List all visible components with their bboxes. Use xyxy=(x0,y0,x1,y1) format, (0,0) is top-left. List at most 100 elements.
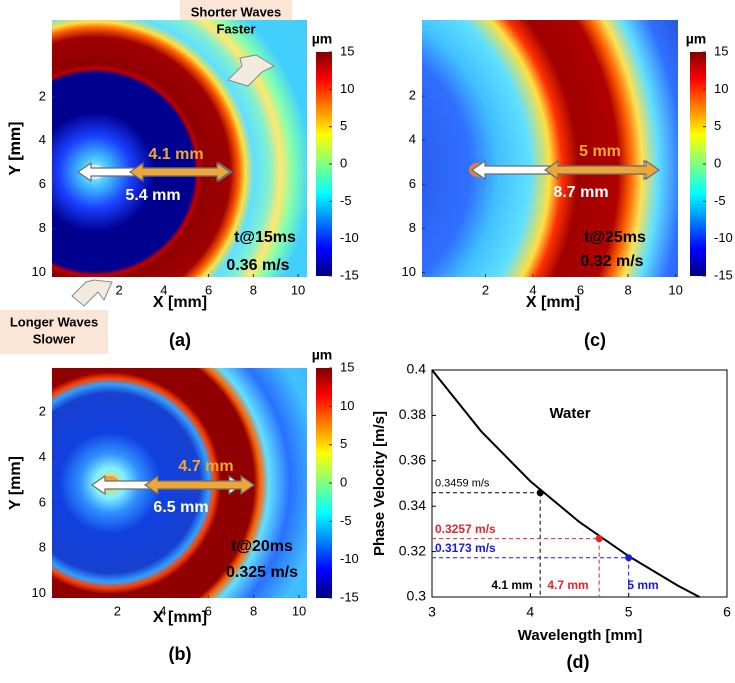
x-tick-label: 6 xyxy=(723,604,731,620)
colorbar-label: µm xyxy=(312,31,333,47)
y-tick-label: 8 xyxy=(39,220,46,235)
x-tick-label: 4 xyxy=(529,282,536,297)
point-x-label: 4.1 mm xyxy=(491,578,532,592)
y-tick-label: 2 xyxy=(39,404,46,419)
annotation: 6.5 mm xyxy=(153,499,208,516)
y-tick-label: 4 xyxy=(39,132,46,147)
colorbar-tick-label: 0 xyxy=(340,474,347,489)
y-tick-label: 6 xyxy=(409,176,416,191)
y-tick-label: 10 xyxy=(32,264,46,279)
x-tick-label: 8 xyxy=(250,603,257,618)
y-tick-label: 8 xyxy=(409,220,416,235)
panel-label: (a) xyxy=(169,330,191,350)
panel-label: (c) xyxy=(584,330,606,350)
x-tick-label: 3 xyxy=(428,604,436,620)
x-tick-label: 8 xyxy=(250,282,257,297)
y-tick-label: 0.36 xyxy=(399,452,426,468)
x-tick-label: 8 xyxy=(624,282,631,297)
annotation: 5 mm xyxy=(579,143,621,160)
y-tick-label: 2 xyxy=(409,88,416,103)
x-tick-label: 4 xyxy=(159,603,166,618)
annotation: 4.7 mm xyxy=(178,458,233,475)
y-tick-label: 0.34 xyxy=(399,497,426,513)
y-axis-label: Y [mm] xyxy=(7,122,24,176)
annotation: t@20ms xyxy=(231,538,293,555)
colorbar-tick-label: 5 xyxy=(714,118,721,133)
point-x-label: 4.7 mm xyxy=(547,578,588,592)
colorbar-tick-label: -5 xyxy=(340,193,352,208)
y-tick-label: 4 xyxy=(39,449,46,464)
y-tick-label: 0.38 xyxy=(399,406,426,422)
callout-text: Shorter Waves xyxy=(191,4,282,19)
colorbar-tick-label: 5 xyxy=(340,436,347,451)
colorbar xyxy=(316,52,332,276)
y-tick-label: 0.4 xyxy=(407,361,427,377)
annotation: 8.7 mm xyxy=(553,184,608,201)
y-tick-label: 6 xyxy=(39,176,46,191)
arrow xyxy=(128,161,232,183)
colorbar-tick-label: 5 xyxy=(340,118,347,133)
colorbar-tick-label: 15 xyxy=(340,43,354,58)
y-axis-label: Phase Velocity [m/s] xyxy=(371,411,388,556)
x-tick-label: 4 xyxy=(160,282,167,297)
x-tick-label: 6 xyxy=(205,603,212,618)
colorbar-tick-label: -5 xyxy=(714,193,726,208)
callout-text: Longer Waves xyxy=(10,314,98,329)
colorbar-tick-label: -15 xyxy=(340,267,359,282)
x-axis-label: X [mm] xyxy=(526,294,580,311)
annotation: t@25ms xyxy=(584,229,646,246)
x-tick-label: 6 xyxy=(577,282,584,297)
callout-text: Faster xyxy=(216,21,255,36)
colorbar-tick-label: 10 xyxy=(714,81,728,96)
y-tick-label: 8 xyxy=(39,540,46,555)
x-tick-label: 2 xyxy=(482,282,489,297)
y-tick-label: 0.3 xyxy=(407,588,427,604)
colorbar-tick-label: 0 xyxy=(340,155,347,170)
colorbar xyxy=(690,52,706,276)
colorbar-label: µm xyxy=(312,347,333,363)
pointer-arrow xyxy=(71,279,113,307)
x-tick-label: 10 xyxy=(668,282,682,297)
line xyxy=(431,369,700,598)
colorbar-label: µm xyxy=(686,31,707,47)
colorbar-tick-label: -5 xyxy=(340,513,352,528)
annotation: 0.32 m/s xyxy=(580,253,643,270)
colorbar xyxy=(316,368,332,598)
x-tick-label: 2 xyxy=(114,603,121,618)
y-tick-label: 6 xyxy=(39,494,46,509)
colorbar-tick-label: 0 xyxy=(714,155,721,170)
colorbar-tick-label: -15 xyxy=(714,267,733,282)
x-tick-label: 2 xyxy=(115,282,122,297)
annotation: 4.1 mm xyxy=(148,146,203,163)
colorbar-tick-label: -10 xyxy=(714,230,733,245)
x-tick-label: 5 xyxy=(625,604,633,620)
annotation: 0.36 m/s xyxy=(226,257,289,274)
annotation: 5.4 mm xyxy=(125,187,180,204)
y-tick-label: 2 xyxy=(39,88,46,103)
point-value-label: 0.3173 m/s xyxy=(435,541,496,555)
colorbar-tick-label: 15 xyxy=(340,359,354,374)
point xyxy=(595,535,603,543)
y-tick-label: 0.32 xyxy=(399,542,426,558)
colorbar-tick-label: 10 xyxy=(340,81,354,96)
colorbar-tick-label: 10 xyxy=(340,398,354,413)
chart-title: Water xyxy=(549,405,590,422)
heatmap-image xyxy=(422,20,678,277)
x-tick-label: 6 xyxy=(205,282,212,297)
plot-frame xyxy=(431,369,728,598)
arrow xyxy=(143,474,256,496)
y-tick-label: 10 xyxy=(402,264,416,279)
annotation: 0.325 m/s xyxy=(226,564,298,581)
colorbar-tick-label: -10 xyxy=(340,551,359,566)
colorbar-tick-label: 15 xyxy=(714,43,728,58)
y-tick-label: 4 xyxy=(409,132,416,147)
panel-label: (d) xyxy=(567,652,590,672)
colorbar-tick-label: -15 xyxy=(340,589,359,604)
point xyxy=(625,554,633,562)
annotation: t@15ms xyxy=(234,229,296,246)
y-axis-label: Y [mm] xyxy=(7,122,24,176)
point-value-label: 0.3459 m/s xyxy=(435,478,490,490)
panel-label: (b) xyxy=(169,644,192,664)
